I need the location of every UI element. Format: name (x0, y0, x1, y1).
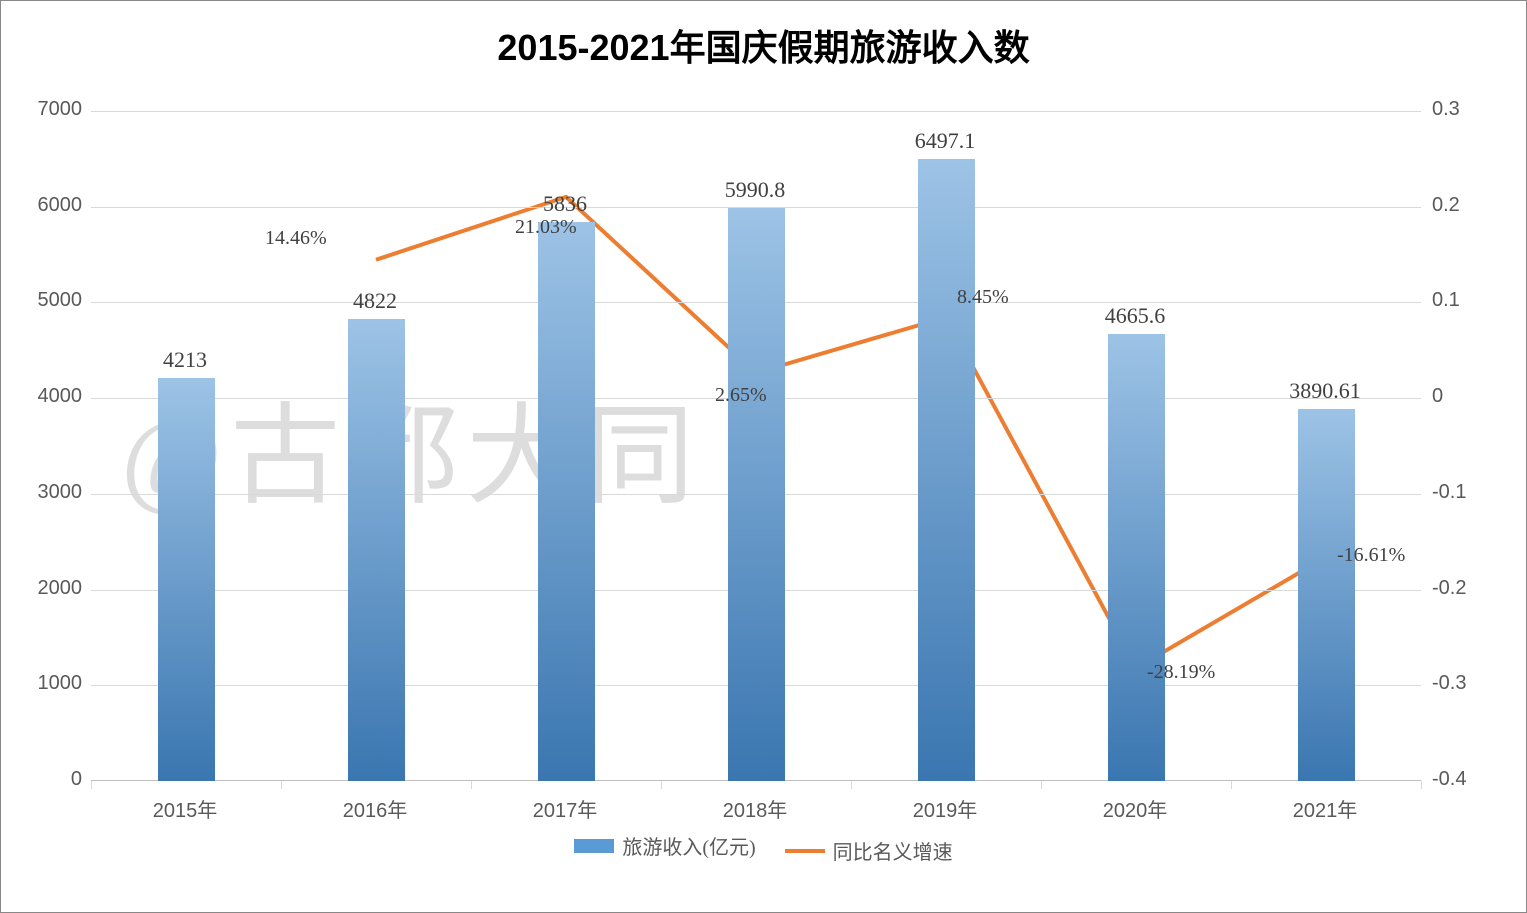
line-value-label: -16.61% (1337, 544, 1405, 567)
y-left-tick-label: 3000 (12, 481, 82, 504)
bar (1298, 409, 1355, 781)
line-value-label: 2.65% (715, 384, 767, 407)
chart-container: 2015-2021年国庆假期旅游收入数 @古都大同 旅游收入(亿元) 同比名义增… (0, 0, 1527, 913)
plot-area (91, 111, 1421, 781)
bar (728, 208, 785, 781)
y-right-tick-label: 0.1 (1432, 289, 1460, 312)
x-tick (1231, 781, 1232, 789)
legend-line-label: 同比名义增速 (833, 836, 953, 865)
x-category-label: 2020年 (1103, 794, 1168, 823)
bar (348, 319, 405, 781)
x-tick (471, 781, 472, 789)
legend-item-bars: 旅游收入(亿元) (574, 831, 755, 860)
x-category-label: 2018年 (723, 794, 788, 823)
x-tick (1041, 781, 1042, 789)
y-right-tick-label: 0.3 (1432, 98, 1460, 121)
bar-value-label: 6497.1 (915, 128, 976, 154)
y-right-tick-label: -0.1 (1432, 481, 1466, 504)
y-right-tick-label: -0.4 (1432, 768, 1466, 791)
line-value-label: 21.03% (515, 216, 577, 239)
y-left-tick-label: 4000 (12, 385, 82, 408)
y-left-tick-label: 7000 (12, 98, 82, 121)
bar-value-label: 4213 (163, 347, 207, 373)
growth-line (376, 197, 1326, 668)
line-value-label: 14.46% (265, 227, 327, 250)
legend-item-line: 同比名义增速 (785, 836, 953, 865)
x-category-label: 2019年 (913, 794, 978, 823)
bar (158, 378, 215, 781)
bar-value-label: 5990.8 (725, 177, 786, 203)
bar (918, 159, 975, 781)
y-left-tick-label: 0 (12, 768, 82, 791)
x-tick (851, 781, 852, 789)
legend-bar-swatch (574, 839, 614, 853)
bar-value-label: 4665.6 (1105, 303, 1166, 329)
legend: 旅游收入(亿元) 同比名义增速 (1, 831, 1526, 865)
chart-title: 2015-2021年国庆假期旅游收入数 (1, 19, 1526, 71)
x-tick (1421, 781, 1422, 789)
y-right-tick-label: -0.2 (1432, 577, 1466, 600)
bar (1108, 334, 1165, 781)
y-right-tick-label: -0.3 (1432, 672, 1466, 695)
bar (538, 222, 595, 781)
y-left-tick-label: 6000 (12, 194, 82, 217)
x-category-label: 2016年 (343, 794, 408, 823)
x-tick (91, 781, 92, 789)
y-left-tick-label: 2000 (12, 577, 82, 600)
x-category-label: 2017年 (533, 794, 598, 823)
line-value-label: -28.19% (1147, 661, 1215, 684)
x-tick (281, 781, 282, 789)
x-tick (661, 781, 662, 789)
y-left-tick-label: 5000 (12, 289, 82, 312)
x-category-label: 2015年 (153, 794, 218, 823)
bar-value-label: 4822 (353, 288, 397, 314)
bar-value-label: 5836 (543, 191, 587, 217)
bar-value-label: 3890.61 (1289, 378, 1361, 404)
line-value-label: 8.45% (957, 286, 1009, 309)
legend-bar-label: 旅游收入(亿元) (622, 831, 755, 860)
y-right-tick-label: 0.2 (1432, 194, 1460, 217)
y-right-tick-label: 0 (1432, 385, 1443, 408)
gridline (91, 111, 1421, 112)
legend-line-swatch (785, 849, 825, 853)
y-left-tick-label: 1000 (12, 672, 82, 695)
x-category-label: 2021年 (1293, 794, 1358, 823)
